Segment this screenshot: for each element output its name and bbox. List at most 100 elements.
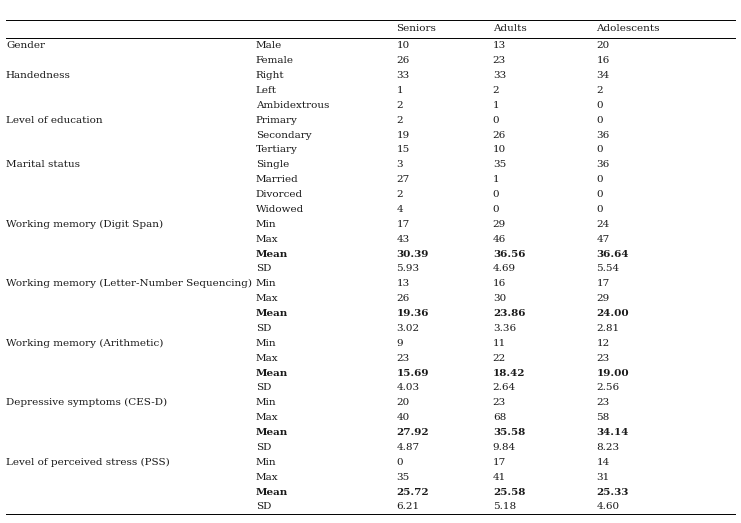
Text: Married: Married xyxy=(256,175,299,184)
Text: 0: 0 xyxy=(493,116,499,124)
Text: 0: 0 xyxy=(396,458,403,467)
Text: 0: 0 xyxy=(493,190,499,199)
Text: 24.00: 24.00 xyxy=(597,309,629,318)
Text: Working memory (Arithmetic): Working memory (Arithmetic) xyxy=(6,339,163,348)
Text: 2.64: 2.64 xyxy=(493,383,516,392)
Text: 0: 0 xyxy=(597,175,603,184)
Text: 2: 2 xyxy=(396,190,403,199)
Text: Level of education: Level of education xyxy=(6,116,102,124)
Text: Min: Min xyxy=(256,220,276,229)
Text: 9: 9 xyxy=(396,339,403,348)
Text: Marital status: Marital status xyxy=(6,161,80,169)
Text: 24: 24 xyxy=(597,220,610,229)
Text: Gender: Gender xyxy=(6,41,45,50)
Text: 29: 29 xyxy=(597,294,610,303)
Text: Min: Min xyxy=(256,339,276,348)
Text: 3: 3 xyxy=(396,161,403,169)
Text: 26: 26 xyxy=(396,56,410,65)
Text: 23: 23 xyxy=(597,354,610,362)
Text: 27: 27 xyxy=(396,175,410,184)
Text: Tertiary: Tertiary xyxy=(256,145,298,154)
Text: 0: 0 xyxy=(597,101,603,110)
Text: 26: 26 xyxy=(493,131,506,140)
Text: 23: 23 xyxy=(493,56,506,65)
Text: 1: 1 xyxy=(493,101,499,110)
Text: Secondary: Secondary xyxy=(256,131,311,140)
Text: 36.56: 36.56 xyxy=(493,249,525,258)
Text: Min: Min xyxy=(256,399,276,407)
Text: 25.33: 25.33 xyxy=(597,487,629,496)
Text: Female: Female xyxy=(256,56,293,65)
Text: 17: 17 xyxy=(493,458,506,467)
Text: Single: Single xyxy=(256,161,289,169)
Text: 47: 47 xyxy=(597,235,610,244)
Text: 25.72: 25.72 xyxy=(396,487,429,496)
Text: 14: 14 xyxy=(597,458,610,467)
Text: 4.03: 4.03 xyxy=(396,383,419,392)
Text: 15: 15 xyxy=(396,145,410,154)
Text: Working memory (Letter-Number Sequencing): Working memory (Letter-Number Sequencing… xyxy=(6,279,252,288)
Text: 23.86: 23.86 xyxy=(493,309,525,318)
Text: Primary: Primary xyxy=(256,116,298,124)
Text: 17: 17 xyxy=(597,279,610,288)
Text: 26: 26 xyxy=(396,294,410,303)
Text: 6.21: 6.21 xyxy=(396,503,419,511)
Text: 20: 20 xyxy=(396,399,410,407)
Text: 11: 11 xyxy=(493,339,506,348)
Text: 8.23: 8.23 xyxy=(597,443,619,452)
Text: 4.60: 4.60 xyxy=(597,503,619,511)
Text: 23: 23 xyxy=(396,354,410,362)
Text: Max: Max xyxy=(256,235,279,244)
Text: Adults: Adults xyxy=(493,24,527,33)
Text: 10: 10 xyxy=(493,145,506,154)
Text: 20: 20 xyxy=(597,41,610,50)
Text: Widowed: Widowed xyxy=(256,205,304,214)
Text: 9.84: 9.84 xyxy=(493,443,516,452)
Text: 27.92: 27.92 xyxy=(396,428,429,437)
Text: 4: 4 xyxy=(396,205,403,214)
Text: 43: 43 xyxy=(396,235,410,244)
Text: Right: Right xyxy=(256,71,285,80)
Text: 25.58: 25.58 xyxy=(493,487,525,496)
Text: 33: 33 xyxy=(493,71,506,80)
Text: 12: 12 xyxy=(597,339,610,348)
Text: 18.42: 18.42 xyxy=(493,369,525,378)
Text: 0: 0 xyxy=(597,205,603,214)
Text: 3.36: 3.36 xyxy=(493,324,516,333)
Text: 0: 0 xyxy=(597,116,603,124)
Text: 30.39: 30.39 xyxy=(396,249,429,258)
Text: 22: 22 xyxy=(493,354,506,362)
Text: 23: 23 xyxy=(597,399,610,407)
Text: 34.14: 34.14 xyxy=(597,428,629,437)
Text: 33: 33 xyxy=(396,71,410,80)
Text: Mean: Mean xyxy=(256,249,288,258)
Text: 16: 16 xyxy=(493,279,506,288)
Text: 2: 2 xyxy=(493,86,499,95)
Text: 30: 30 xyxy=(493,294,506,303)
Text: 16: 16 xyxy=(597,56,610,65)
Text: 31: 31 xyxy=(597,473,610,482)
Text: 29: 29 xyxy=(493,220,506,229)
Text: Depressive symptoms (CES-D): Depressive symptoms (CES-D) xyxy=(6,398,167,407)
Text: SD: SD xyxy=(256,265,271,274)
Text: 2: 2 xyxy=(396,116,403,124)
Text: Mean: Mean xyxy=(256,487,288,496)
Text: 5.54: 5.54 xyxy=(597,265,619,274)
Text: 0: 0 xyxy=(493,205,499,214)
Text: 4.69: 4.69 xyxy=(493,265,516,274)
Text: 13: 13 xyxy=(493,41,506,50)
Text: Min: Min xyxy=(256,279,276,288)
Text: Divorced: Divorced xyxy=(256,190,303,199)
Text: SD: SD xyxy=(256,383,271,392)
Text: 1: 1 xyxy=(493,175,499,184)
Text: Seniors: Seniors xyxy=(396,24,436,33)
Text: Mean: Mean xyxy=(256,309,288,318)
Text: 19: 19 xyxy=(396,131,410,140)
Text: 19.00: 19.00 xyxy=(597,369,629,378)
Text: SD: SD xyxy=(256,443,271,452)
Text: 15.69: 15.69 xyxy=(396,369,429,378)
Text: 3.02: 3.02 xyxy=(396,324,419,333)
Text: Max: Max xyxy=(256,473,279,482)
Text: 58: 58 xyxy=(597,413,610,422)
Text: 23: 23 xyxy=(493,399,506,407)
